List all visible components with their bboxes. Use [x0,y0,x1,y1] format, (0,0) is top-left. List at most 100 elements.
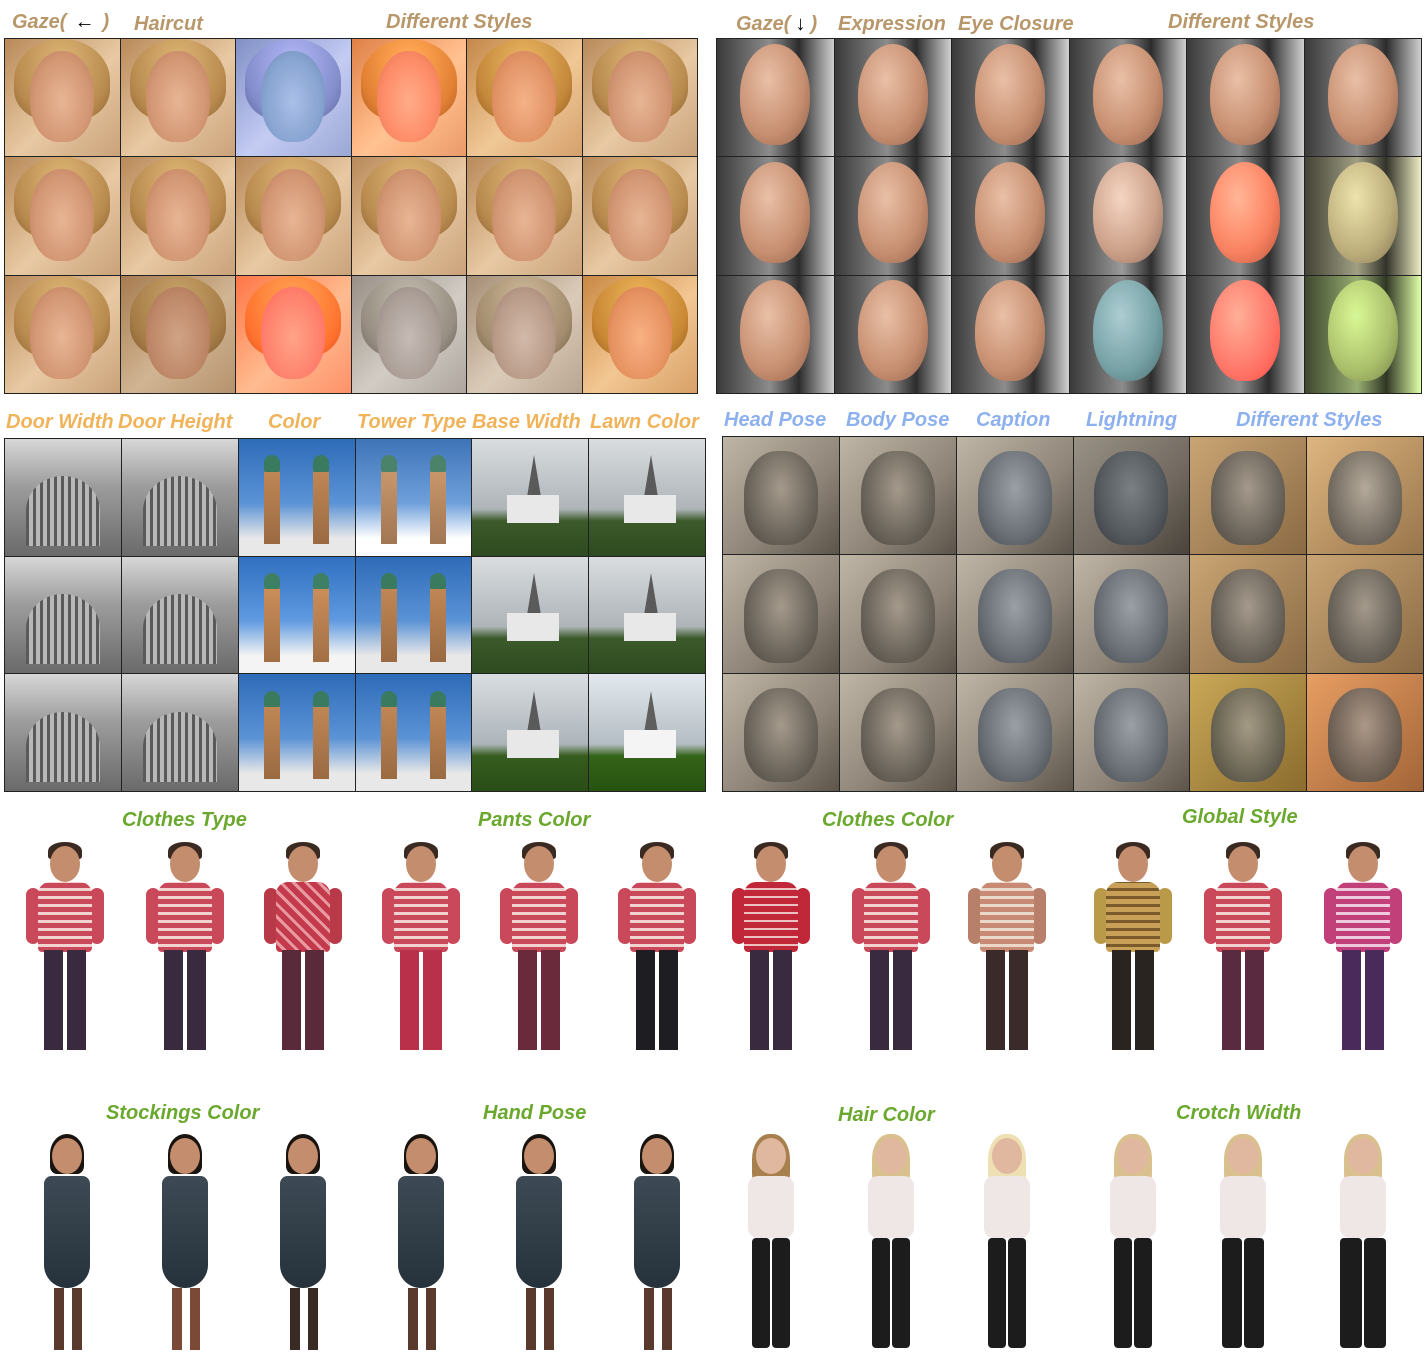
cathedral-image [121,674,238,791]
face-image [582,39,697,157]
cats-lightning-label: Lightning [1086,409,1178,431]
face-image [1069,275,1186,393]
cat-image [1190,555,1307,673]
face-image [120,275,235,393]
cat-image [723,673,839,791]
cats-grid [722,436,1424,792]
faces-man-grid [716,38,1422,394]
face-image [351,157,466,275]
cat-image [1190,673,1307,791]
cathedral-image [5,439,121,556]
face-image [236,157,351,275]
down-arrow-icon: ↓ [795,13,806,35]
white-church-image [472,674,589,791]
cat-image [839,555,956,673]
buildings-lawn-color-label: Lawn Color [590,411,699,433]
cat-image [1073,437,1190,555]
cat-image [1307,555,1423,673]
face-image [1304,157,1421,275]
face-image [1069,157,1186,275]
cat-image [1073,673,1190,791]
face-image [582,157,697,275]
face-image [351,275,466,393]
cats-caption-label: Caption [976,409,1051,431]
white-church-image [472,556,589,674]
fashion-crotch-width-label: Crotch Width [1176,1102,1302,1124]
face-image [717,157,834,275]
fashion-hand-pose-label: Hand Pose [483,1102,587,1124]
cat-image [1190,437,1307,555]
faces-woman-styles-label: Different Styles [386,11,533,33]
church-image [238,674,355,791]
cat-image [1307,673,1423,791]
face-image [120,39,235,157]
cat-image [1073,555,1190,673]
face-image [952,39,1069,157]
face-image [236,275,351,393]
face-image [5,39,120,157]
fashion-row1 [0,842,1426,1058]
faces-man-gaze-label: Gaze(↓) [736,13,818,35]
face-image [717,275,834,393]
cat-image [956,673,1073,791]
face-image [1304,275,1421,393]
church-image [238,439,355,556]
cat-image [1307,437,1423,555]
face-image [952,157,1069,275]
cat-image [723,555,839,673]
cat-image [723,437,839,555]
white-church-image [589,556,705,674]
faces-woman-grid [4,38,698,394]
cathedral-image [121,556,238,674]
face-image [1187,157,1304,275]
cat-image [839,437,956,555]
buildings-door-width-label: Door Width [6,411,114,433]
face-image [1187,39,1304,157]
face-image [834,39,951,157]
cathedral-image [121,439,238,556]
white-church-image [589,674,705,791]
face-image [5,275,120,393]
face-image [1304,39,1421,157]
fashion-row2 [0,1134,1426,1352]
white-church-image [589,439,705,556]
cat-image [956,437,1073,555]
buildings-tower-type-label: Tower Type [357,411,467,433]
face-image [952,275,1069,393]
face-image [717,39,834,157]
church-image [355,674,472,791]
cat-image [839,673,956,791]
faces-man-eye-closure-label: Eye Closure [958,13,1074,35]
face-image [120,157,235,275]
faces-man-styles-label: Different Styles [1168,11,1315,33]
cats-styles-label: Different Styles [1236,409,1383,431]
face-image [467,39,582,157]
face-image [834,157,951,275]
fashion-stockings-color-label: Stockings Color [106,1102,260,1124]
fashion-pants-color-label: Pants Color [478,809,591,831]
faces-woman-haircut-label: Haircut [134,13,203,35]
faces-woman-gaze-label: Gaze(←) [12,11,110,33]
face-image [467,275,582,393]
white-church-image [472,439,589,556]
cathedral-image [5,556,121,674]
cats-body-pose-label: Body Pose [846,409,950,431]
face-image [834,275,951,393]
left-arrow-icon: ← [74,11,95,33]
face-image [582,275,697,393]
face-image [5,157,120,275]
fashion-global-style-label: Global Style [1182,806,1298,828]
church-image [355,556,472,674]
cathedral-image [5,674,121,791]
buildings-door-height-label: Door Height [118,411,233,433]
fashion-clothes-color-label: Clothes Color [822,809,954,831]
church-image [238,556,355,674]
face-image [236,39,351,157]
face-image [467,157,582,275]
cats-head-pose-label: Head Pose [724,409,827,431]
face-image [351,39,466,157]
church-image [355,439,472,556]
buildings-base-width-label: Base Width [472,411,581,433]
fashion-clothes-type-label: Clothes Type [122,809,247,831]
fashion-hair-color-label: Hair Color [838,1104,935,1126]
